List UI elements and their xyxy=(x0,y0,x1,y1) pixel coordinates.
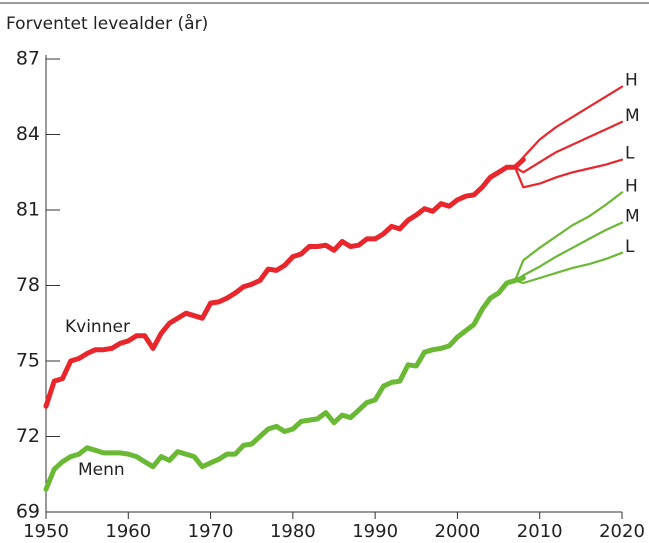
series-label: Kvinner xyxy=(65,317,130,337)
line xyxy=(43,275,526,492)
x-tick-label: 1950 xyxy=(23,521,69,542)
projection-label: H xyxy=(625,176,638,196)
y-tick-label: 75 xyxy=(16,350,40,372)
projection-label: M xyxy=(625,106,640,126)
x-tick-label: 1970 xyxy=(188,521,234,542)
x-tick-label: 2010 xyxy=(517,521,563,542)
line xyxy=(513,191,624,282)
projection-label: H xyxy=(625,71,638,91)
series-label: Menn xyxy=(78,460,125,480)
line xyxy=(513,158,624,189)
y-axis-label: Forventet levealder (år) xyxy=(6,13,208,34)
line xyxy=(513,85,624,169)
line xyxy=(513,251,624,285)
projection-label: L xyxy=(625,237,635,257)
y-tick-label: 69 xyxy=(16,501,40,523)
x-tick-label: 2020 xyxy=(599,521,645,542)
projection-label: M xyxy=(625,207,640,227)
line xyxy=(43,157,526,409)
x-tick-label: 1980 xyxy=(270,521,316,542)
y-tick-label: 78 xyxy=(16,274,40,296)
y-tick-label: 72 xyxy=(16,425,40,447)
y-tick-label: 84 xyxy=(16,123,40,145)
y-tick-label: 87 xyxy=(16,48,40,70)
x-tick-label: 1960 xyxy=(105,521,151,542)
x-tick-label: 1990 xyxy=(352,521,398,542)
x-tick-label: 2000 xyxy=(435,521,481,542)
line xyxy=(513,120,624,174)
projection-label: L xyxy=(625,144,635,164)
y-tick-label: 81 xyxy=(16,199,40,221)
line xyxy=(513,221,624,282)
